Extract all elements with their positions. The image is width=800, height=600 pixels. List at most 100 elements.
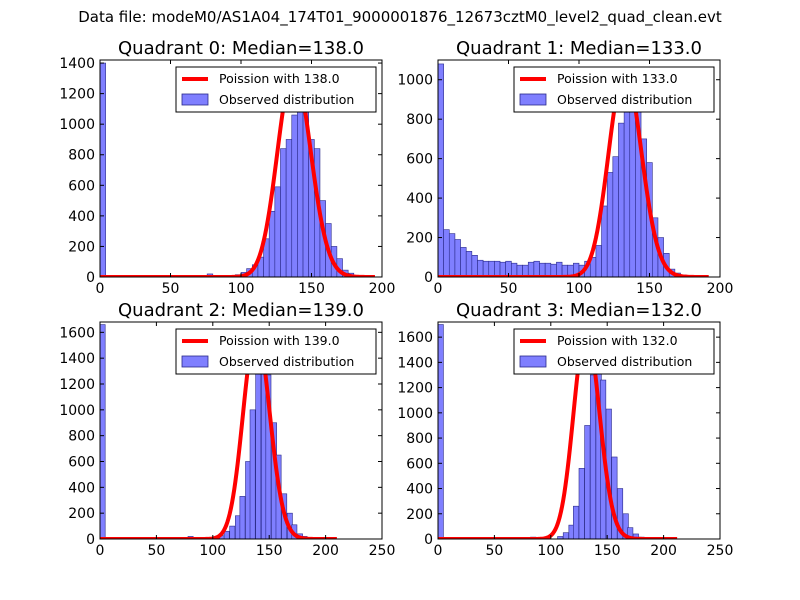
x-tick-label: 150 (298, 281, 325, 297)
x-tick-label: 200 (707, 281, 734, 297)
histogram-bar (629, 99, 636, 277)
histogram-bar (612, 156, 619, 277)
chart-panel-2: 0 50 100 150 200 250 0 200 400 600 800 1000 1200 1400… (59, 300, 395, 559)
legend-box (175, 66, 377, 113)
histogram-bar (223, 530, 230, 539)
histogram-bar (454, 239, 461, 277)
x-tick-label: 50 (500, 281, 518, 297)
x-tick-label: 50 (147, 543, 165, 559)
histogram-bar (539, 262, 546, 277)
chart-panel-3: 0 50 100 150 200 250 0 200 400 600 800 1000 1200 1400… (397, 300, 733, 559)
histogram-bar (606, 172, 614, 277)
histogram-bar (527, 261, 535, 277)
legend-hist-label: Observed distribution (557, 92, 692, 107)
histogram-bar (465, 251, 473, 277)
histogram-bar (584, 425, 591, 539)
legend-hist-swatch (519, 355, 547, 368)
histogram-bar (249, 409, 256, 539)
legend-poisson-label: Poission with 133.0 (557, 71, 678, 86)
plot-frame (437, 321, 721, 540)
histogram-bar (482, 260, 490, 277)
poisson-curve (100, 329, 338, 539)
histogram-bar (471, 255, 478, 277)
chart-panel-1: 0 50 100 150 200 0 200 400 600 800 1000 Quadrant 1:… (397, 38, 733, 297)
chart-title: Quadrant 1: Median=133.0 (456, 38, 702, 59)
x-tick-label: 100 (537, 543, 564, 559)
histogram-bar (229, 525, 236, 539)
legend: Poission with 132.0 Observed distribution (513, 328, 715, 375)
y-tick-label: 1000 (397, 406, 433, 422)
x-tick-label: 100 (228, 281, 255, 297)
x-tick-label: 200 (369, 281, 396, 297)
y-tick-label: 400 (68, 209, 95, 225)
y-tick-label: 1000 (397, 73, 433, 89)
legend-hist-swatch (519, 93, 547, 106)
y-tick-label: 1600 (397, 330, 433, 346)
histogram-bar (494, 260, 501, 277)
y-tick-label: 0 (424, 532, 433, 548)
y-tick-label: 600 (406, 152, 433, 168)
y-tick-label: 200 (68, 506, 95, 522)
legend: Poission with 133.0 Observed distribution (513, 66, 715, 113)
histogram-bar (589, 374, 596, 539)
legend-box (513, 328, 715, 375)
x-tick-label: 50 (485, 543, 503, 559)
histogram-bar (511, 262, 518, 277)
y-tick-label: 1000 (59, 403, 95, 419)
legend-hist-swatch (181, 355, 209, 368)
legend: Poission with 138.0 Observed distribution (175, 66, 377, 113)
histogram-bar (573, 505, 580, 539)
histogram-bar (499, 261, 506, 277)
legend-hist-label: Observed distribution (557, 354, 692, 369)
histogram-bar (297, 104, 304, 277)
legend-box (513, 66, 715, 113)
histogram-bar (595, 245, 602, 277)
histogram-bar (265, 374, 272, 539)
x-tick-label: 150 (636, 281, 663, 297)
histogram-bar (618, 122, 625, 277)
histogram-bar (285, 139, 293, 277)
histogram-bar (622, 513, 629, 539)
histogram-bars (100, 324, 314, 539)
y-tick-label: 1600 (59, 325, 95, 341)
histogram-bar (448, 233, 456, 277)
histogram-bar (438, 63, 444, 277)
x-tick-label: 0 (96, 281, 105, 297)
y-tick-label: 400 (406, 191, 433, 207)
histogram-bar (578, 468, 585, 539)
legend-poisson-label: Poission with 138.0 (219, 71, 340, 86)
y-tick-label: 800 (406, 112, 433, 128)
y-tick-label: 1200 (59, 377, 95, 393)
histogram-bar (291, 114, 298, 277)
legend-hist-label: Observed distribution (219, 354, 354, 369)
x-tick-label: 200 (312, 543, 339, 559)
chart-panel-0: 0 50 100 150 200 0 200 400 600 800 1000 1200 1400 Qua… (59, 38, 395, 297)
legend-poisson-label: Poission with 132.0 (557, 333, 678, 348)
x-tick-label: 0 (434, 281, 443, 297)
y-tick-label: 200 (68, 239, 95, 255)
histogram-bars (100, 62, 366, 277)
histogram-bar (533, 260, 540, 277)
legend-box (175, 328, 377, 375)
x-tick-label: 150 (256, 543, 283, 559)
y-tick-label: 200 (406, 231, 433, 247)
histogram-bar (255, 357, 262, 539)
y-tick-label: 600 (406, 456, 433, 472)
y-tick-label: 1000 (59, 117, 95, 133)
y-tick-label: 0 (86, 270, 95, 286)
histogram-bar (100, 324, 106, 539)
y-tick-label: 1200 (59, 87, 95, 103)
y-tick-label: 400 (68, 480, 95, 496)
y-tick-label: 0 (86, 532, 95, 548)
x-tick-label: 250 (707, 543, 734, 559)
y-tick-label: 1400 (59, 56, 95, 72)
x-tick-label: 100 (566, 281, 593, 297)
y-tick-label: 600 (68, 178, 95, 194)
histogram-bar (556, 261, 563, 277)
x-tick-label: 200 (650, 543, 677, 559)
histogram-bar (562, 532, 569, 539)
histogram-bar (239, 496, 246, 539)
histogram-bar (544, 262, 552, 277)
y-tick-label: 800 (68, 429, 95, 445)
